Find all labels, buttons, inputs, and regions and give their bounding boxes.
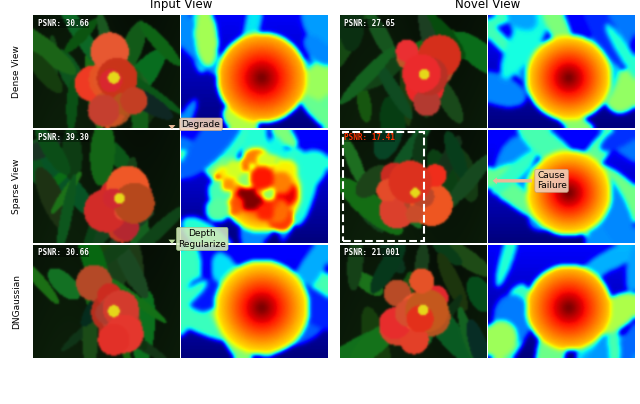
Text: Dense View: Dense View [12, 45, 21, 98]
Text: DNGaussian: DNGaussian [12, 274, 21, 328]
Text: Novel View: Novel View [455, 0, 520, 11]
Text: PSNR: 30.66: PSNR: 30.66 [38, 19, 88, 28]
Text: PSNR: 39.30: PSNR: 39.30 [38, 133, 88, 142]
Text: Input View: Input View [150, 0, 212, 11]
Text: Sparse View: Sparse View [12, 159, 21, 214]
Text: PSNR: 30.66: PSNR: 30.66 [38, 248, 88, 257]
Bar [343, 132, 424, 241]
Text: PSNR: 21.001: PSNR: 21.001 [344, 248, 400, 257]
Text: PSNR: 17.41: PSNR: 17.41 [344, 133, 395, 142]
Text: Cause
Failure: Cause Failure [536, 171, 566, 191]
Text: Degrade: Degrade [182, 120, 220, 129]
Text: PSNR: 27.65: PSNR: 27.65 [344, 19, 395, 28]
Text: Depth
Regularize: Depth Regularize [179, 229, 226, 248]
